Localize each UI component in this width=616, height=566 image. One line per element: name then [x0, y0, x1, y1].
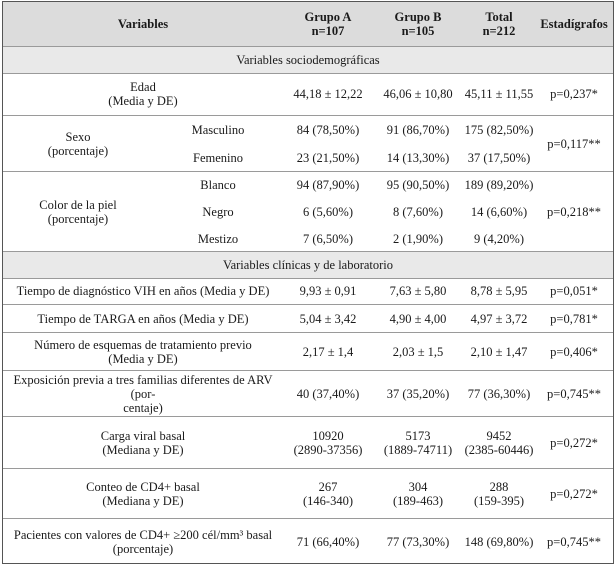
cell-grupo-b: 4,90 ± 4,00: [389, 312, 447, 326]
cell-p: p=0,117**: [547, 137, 601, 151]
sub-label: Femenino: [193, 151, 243, 165]
cell-total: 9 (4,20%): [474, 231, 524, 246]
cell-total: 77 (36,30%): [467, 387, 531, 401]
cell-p: p=0,745**: [547, 534, 601, 549]
cell-grupo-a: 267 (146-340): [303, 480, 353, 508]
cell-p: p=0,272*: [550, 436, 598, 450]
cell-total: 148 (69,80%): [464, 534, 534, 549]
sub-label: Negro: [202, 204, 234, 219]
cell-grupo-a: 94 (87,90%): [296, 178, 360, 192]
cell-grupo-a: 44,18 ± 12,22: [293, 87, 363, 101]
row-label: Color de la piel (porcentaje): [39, 198, 117, 226]
cell-grupo-b: 37 (35,20%): [386, 387, 450, 401]
cell-grupo-a: 2,17 ± 1,4: [302, 345, 354, 359]
cell-p: p=0,051*: [550, 284, 598, 298]
row-label: Tiempo de TARGA en años (Media y DE): [37, 312, 249, 326]
header-variables: Variables: [117, 17, 169, 31]
cell-total: 8,78 ± 5,95: [470, 284, 528, 298]
header-estadigrafos: Estadígrafos: [540, 17, 608, 31]
section-title: Variables sociodemográficas: [236, 53, 380, 67]
table-row: Carga viral basal (Mediana y DE) 10920 (289…: [3, 416, 613, 469]
cell-grupo-a: 6 (5,60%): [303, 204, 353, 219]
cell-grupo-b: 304 (189-463): [393, 480, 443, 508]
table-row: Tiempo de diagnóstico VIH en años (Media…: [3, 278, 613, 304]
table-row: Exposición previa a tres familias difere…: [3, 370, 613, 417]
cell-grupo-b: 77 (73,30%): [386, 534, 450, 549]
cell-total: 189 (89,20%): [464, 178, 534, 192]
sub-label: Masculino: [191, 123, 245, 137]
row-label: Número de esquemas de tratamiento previo…: [34, 338, 252, 366]
cell-p: p=0,272*: [550, 487, 598, 501]
cell-grupo-b: 91 (86,70%): [386, 123, 450, 137]
sub-label: Mestizo: [197, 231, 239, 246]
cell-total: 9452 (2385-60446): [464, 429, 534, 457]
table-row: Pacientes con valores de CD4+ ≥200 cél/m…: [3, 518, 613, 564]
sub-label: Blanco: [200, 178, 236, 192]
row-label: Carga viral basal (Mediana y DE): [100, 429, 186, 457]
cell-total: 14 (6,60%): [470, 204, 528, 219]
cell-total: 2,10 ± 1,47: [470, 345, 528, 359]
cell-p: p=0,237*: [550, 87, 598, 101]
table-row: Tiempo de TARGA en años (Media y DE) 5,04…: [3, 304, 613, 333]
cell-total: 37 (17,50%): [467, 151, 531, 165]
cell-p: p=0,781*: [550, 312, 598, 326]
cell-grupo-a: 9,93 ± 0,91: [299, 284, 357, 298]
cell-total: 45,11 ± 11,55: [464, 87, 534, 101]
cell-total: 4,97 ± 3,72: [470, 312, 528, 326]
cell-grupo-a: 23 (21,50%): [296, 151, 360, 165]
cell-grupo-b: 7,63 ± 5,80: [389, 284, 447, 298]
cell-p: p=0,406*: [550, 345, 598, 359]
row-label: Pacientes con valores de CD4+ ≥200 cél/m…: [13, 527, 273, 556]
cell-grupo-a: 5,04 ± 3,42: [299, 312, 357, 326]
cell-grupo-b: 5173 (1889-74711): [383, 429, 453, 457]
table-row-color-piel: Color de la piel (porcentaje) Blanco 94 (…: [3, 171, 613, 252]
section-title: Variables clínicas y de laboratorio: [222, 258, 394, 272]
section-clinicas: Variables clínicas y de laboratorio: [3, 251, 613, 279]
row-label: Tiempo de diagnóstico VIH en años (Media…: [16, 284, 270, 298]
row-label: Sexo (porcentaje): [47, 130, 109, 158]
cell-p: p=0,218**: [547, 205, 601, 219]
cell-grupo-b: 2,03 ± 1,5: [392, 345, 444, 359]
cell-grupo-b: 95 (90,50%): [386, 178, 450, 192]
section-sociodemograficas: Variables sociodemográficas: [3, 46, 613, 74]
header-total: Total n=212: [482, 10, 516, 38]
cell-grupo-a: 10920 (2890-37356): [293, 429, 363, 457]
table-row: Conteo de CD4+ basal (Mediana y DE) 267 (14…: [3, 468, 613, 519]
cell-grupo-a: 40 (37,40%): [296, 387, 360, 401]
cell-grupo-a: 7 (6,50%): [303, 231, 353, 246]
row-label: Exposición previa a tres familias difere…: [13, 373, 273, 415]
row-label: Edad (Media y DE): [108, 80, 178, 108]
row-label: Conteo de CD4+ basal (Mediana y DE): [86, 480, 200, 508]
cell-p: p=0,745**: [547, 387, 601, 401]
cell-total: 175 (82,50%): [464, 123, 534, 137]
table-row-sexo: Sexo (porcentaje) Masculino 84 (78,50%) 9…: [3, 115, 613, 172]
table-row-edad: Edad (Media y DE) 44,18 ± 12,22 46,06 ± 1…: [3, 73, 613, 115]
table-row: Número de esquemas de tratamiento previo…: [3, 332, 613, 371]
cell-total: 288 (159-395): [474, 480, 524, 508]
cell-grupo-b: 14 (13,30%): [386, 151, 450, 165]
cell-grupo-a: 84 (78,50%): [296, 123, 360, 137]
cell-grupo-a: 71 (66,40%): [296, 534, 360, 549]
cell-grupo-b: 46,06 ± 10,80: [383, 87, 453, 101]
cell-grupo-b: 8 (7,60%): [393, 204, 443, 219]
cell-grupo-b: 2 (1,90%): [393, 231, 443, 246]
